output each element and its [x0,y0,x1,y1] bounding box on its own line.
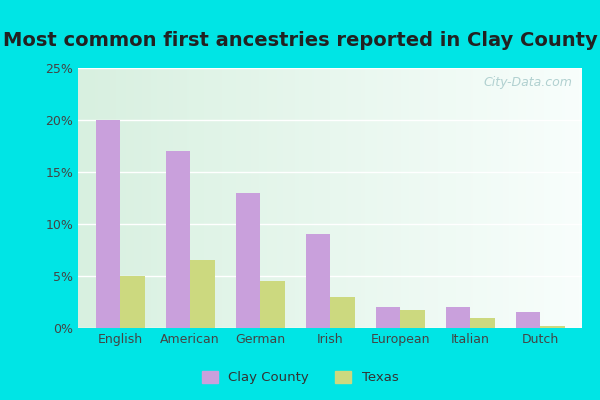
Bar [190,260,215,328]
Bar [330,297,355,328]
Bar [515,312,540,328]
Bar [235,193,260,328]
Bar [470,318,494,328]
Bar [120,276,145,328]
Bar [305,234,330,328]
Bar [400,310,425,328]
Bar [95,120,120,328]
Bar [376,307,400,328]
Bar [445,307,470,328]
Bar [540,326,565,328]
Bar [260,281,284,328]
Text: City-Data.com: City-Data.com [483,76,572,89]
Bar [166,151,190,328]
Legend: Clay County, Texas: Clay County, Texas [196,366,404,390]
Text: Most common first ancestries reported in Clay County: Most common first ancestries reported in… [2,30,598,50]
